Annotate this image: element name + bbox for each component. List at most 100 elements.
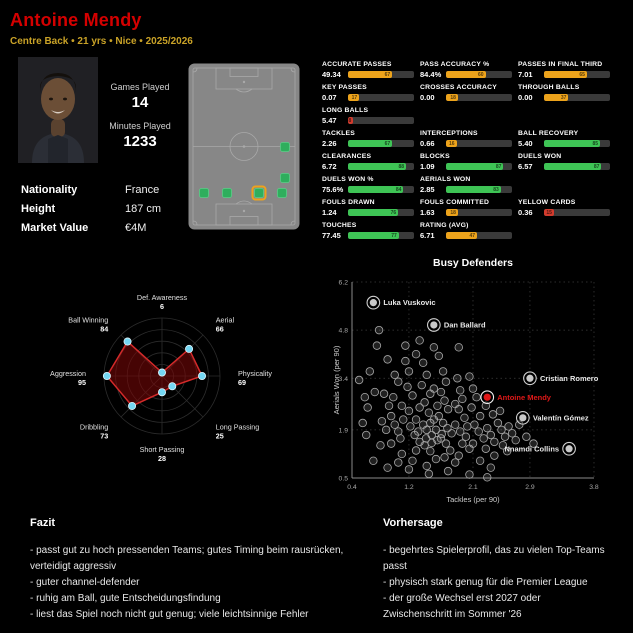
scatter-point [390,370,399,380]
scatter-x-label: Tackles (per 90) [446,495,500,504]
scatter-point [440,396,449,405]
scatter-point [374,325,384,335]
stat-bar-fill: 67 [348,139,393,148]
scatter-point [389,392,398,402]
stat-value: 6.71 [420,231,435,240]
stat-through-balls: THROUGH BALLS 0.00 37 [518,84,610,107]
stat-value: 5.47 [322,116,337,125]
stat-bar-fill: 8 [348,116,354,125]
info-row-nationality: Nationality France [21,184,181,196]
scatter-point [411,350,421,359]
stat-bar-track: 67 [348,139,414,148]
stat-value: 1.63 [420,208,435,217]
stat-bar-fill: 87 [544,162,602,171]
radar-axis-value: 28 [158,454,166,463]
stat-label: ACCURATE PASSES [322,61,392,68]
scatter-point [504,422,513,431]
scatter-point [475,411,485,421]
stat-bar-track: 15 [544,208,610,217]
scatter-x-tick: 3.8 [589,484,599,491]
scatter-point [406,422,415,431]
scatter-point [415,336,424,345]
radar-axis-label: Dribbling [80,423,108,432]
minutes-played-label: Minutes Played [109,121,171,131]
stat-bar-fill: 17 [348,93,360,102]
scatter-point [436,387,446,397]
position-marker [280,142,290,152]
scatter-point-antoine-mendy [483,393,491,401]
scatter-point [472,392,481,402]
stat-bar-track: 18 [446,93,512,102]
stat-value: 75.6% [322,185,344,194]
scatter-point [507,429,517,438]
scatter-point [493,418,503,428]
stat-bar-track: 8 [348,116,414,125]
nationality-value: France [125,184,160,196]
scatter-point [454,451,463,460]
scatter-labeled-point [565,445,573,453]
scatter-point [470,420,479,429]
height-label: Height [21,203,56,215]
scatter-point [429,384,439,393]
stat-bar-track: 37 [544,93,610,102]
scatter-point [443,466,453,476]
scatter-y-tick: 1.9 [339,427,349,434]
stat-bar-fill: 16 [446,139,457,148]
radar-axis-label: Aerial [216,315,235,324]
market-value-value: €4M [125,222,147,234]
stat-label: KEY PASSES [322,84,367,91]
stat-value: 49.34 [322,70,341,79]
stat-percentile: 65 [579,71,585,78]
scatter-point [455,386,465,395]
info-row-height: Height 187 cm [21,203,181,215]
stat-percentile: 87 [495,163,502,170]
scatter-point [431,454,441,464]
scatter-point [451,399,460,409]
scatter-labeled-point [519,414,527,422]
fazit-bullet: - passt gut zu hoch pressenden Teams; gu… [30,545,344,572]
radar-point [168,382,177,391]
radar-axis-value: 84 [100,324,108,333]
stat-bar-track: 65 [544,70,610,79]
stat-passes-in-final-third: PASSES IN FINAL THIRD 7.01 65 [518,61,610,84]
stat-label: TOUCHES [322,222,357,229]
scatter-point [437,429,446,439]
stat-fouls-drawn: FOULS DRAWN 1.24 76 [322,199,414,222]
scatter-point [461,432,471,441]
player-photo [18,57,98,163]
scatter-point [467,403,476,412]
fazit-bullet: - liest das Spiel noch nicht gut genug; … [30,609,309,620]
stat-percentile: 84 [395,186,402,193]
scatter-point [383,355,392,364]
vorhersage-bullet: - der große Wechsel erst 2027 oder Zwisc… [383,593,541,620]
fazit-section: Fazit - passt gut zu hoch pressenden Tea… [30,517,368,623]
stat-aerials-won: AERIALS WON 2.85 83 [420,176,512,199]
stat-percentile: 18 [450,94,456,101]
scatter-point [408,456,417,466]
pitch-diagram [188,63,300,235]
scatter-point [451,458,460,467]
radar-point [123,337,132,346]
stat-bar-track: 17 [348,93,414,102]
stat-percentile: 47 [469,232,476,239]
scatter-point [486,430,495,440]
stat-value: 84.4% [420,70,442,79]
stat-bar-track: 88 [348,162,414,171]
scatter-point-label: Nnamdi Collins [504,444,559,453]
scatter-point [468,384,478,393]
fazit-bullets: - passt gut zu hoch pressenden Teams; gu… [30,543,368,623]
stat-label: DUELS WON % [322,176,374,183]
vorhersage-bullet: - physisch stark genug für die Premier L… [383,577,588,588]
fazit-bullet: - ruhig am Ball, gute Entscheidungsfindu… [30,593,221,604]
player-meta: Centre Back • 21 yrs • Nice • 2025/2026 [10,36,193,47]
radar-point [102,372,111,381]
scatter-point [417,380,426,390]
scatter-point [468,439,478,448]
stat-tackles: TACKLES 2.26 67 [322,130,414,153]
stat-bar-fill: 37 [544,93,569,102]
stat-percentile: 8 [348,117,352,124]
scatter-point [441,439,451,448]
stat-bar-fill: 88 [348,162,407,171]
stat-label: CLEARANCES [322,153,372,160]
